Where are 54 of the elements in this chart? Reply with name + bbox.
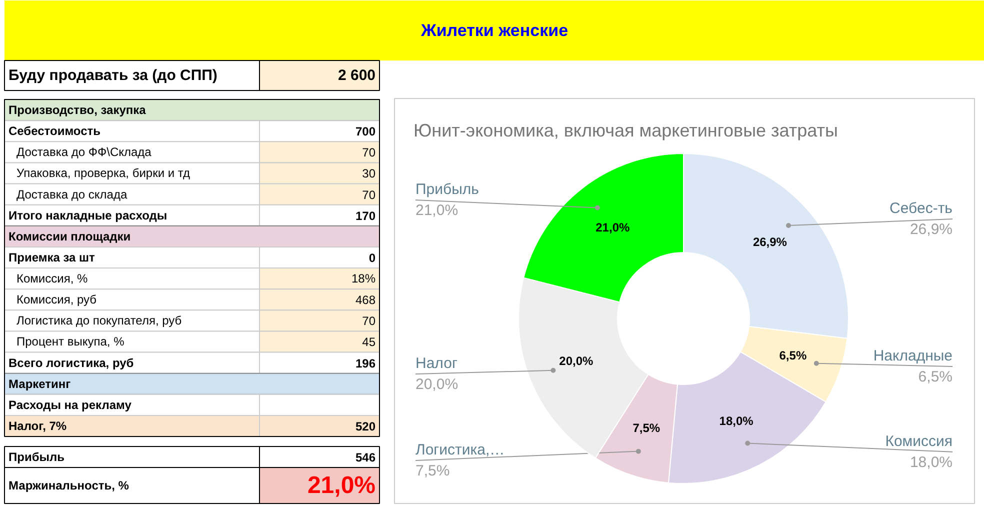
slice-label: Себес-ть	[890, 200, 953, 218]
slice-label: Налог	[416, 354, 458, 372]
data-label: 21,0%	[596, 220, 630, 234]
data-label: 18,0%	[719, 414, 754, 428]
text: Комиссия, %	[16, 272, 88, 286]
text: 45	[362, 335, 376, 350]
text: 700	[355, 124, 376, 139]
text: 0	[368, 250, 376, 265]
text: 196	[355, 356, 376, 370]
text: 70	[362, 314, 376, 328]
text: 18,0%	[910, 454, 953, 471]
text: Буду продавать за (до СПП)	[8, 67, 218, 84]
text: Прибыль	[8, 450, 64, 464]
text: Всего логистика, руб	[8, 356, 134, 370]
text: 20,0%	[416, 376, 458, 393]
text: 170	[355, 208, 376, 223]
text: Жилетки женские	[420, 21, 568, 40]
data-label: 26,9%	[752, 234, 788, 249]
text: 2 600	[338, 67, 376, 84]
text: Доставка до склада	[16, 187, 128, 202]
slice-label: Логистика,…	[416, 442, 505, 459]
text: Расходы на рекламу	[8, 398, 132, 412]
chart-title: Юнит-экономика, включая маркетинговые затраты	[414, 120, 838, 140]
text: 70	[362, 188, 376, 202]
text: Процент выкупа, %	[16, 334, 125, 349]
text: 21,0%	[307, 472, 376, 499]
text: 468	[355, 293, 376, 308]
data-label: 7,5%	[632, 420, 660, 435]
text: 520	[355, 419, 376, 434]
text: Комиссия, руб	[16, 292, 97, 307]
text: Маржинальность, %	[8, 478, 130, 492]
text: 546	[355, 450, 376, 464]
text: 30	[362, 166, 376, 181]
text: 7,5%	[416, 462, 450, 480]
data-label: 6,5%	[779, 348, 807, 362]
text: 26,9%	[910, 221, 953, 238]
data-label: 20,0%	[559, 354, 594, 368]
text: 18%	[351, 272, 376, 286]
text: Маркетинг	[8, 376, 71, 391]
text: Доставка до ФФ\Склада	[16, 145, 152, 160]
slice-label: Комиссия	[885, 432, 953, 450]
text: Производство, закупка	[8, 103, 146, 118]
text: Итого накладные расходы	[8, 208, 168, 222]
text: 6,5%	[918, 368, 953, 386]
text: Логистика до покупателя, руб	[16, 314, 182, 328]
text: Приемка за шт	[8, 250, 96, 264]
slice-label: Прибыль	[416, 181, 480, 198]
slice-label: Накладные	[873, 347, 953, 364]
text: Упаковка, проверка, бирки и тд	[16, 166, 190, 180]
text: 21,0%	[416, 202, 458, 220]
text: Комиссии площадки	[8, 229, 131, 244]
text: Себестоимость	[8, 124, 101, 138]
text: 70	[362, 146, 376, 160]
text: Налог, 7%	[8, 418, 67, 433]
